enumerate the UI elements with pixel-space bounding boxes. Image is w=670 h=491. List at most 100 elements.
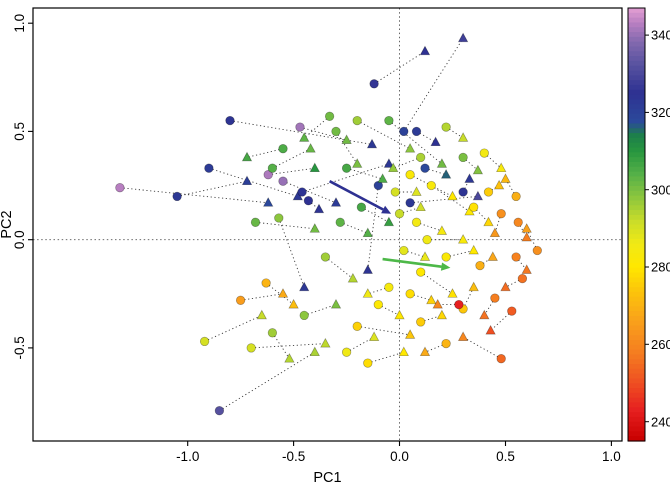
colorbar-band (628, 84, 645, 91)
data-point-circle (225, 115, 235, 126)
colorbar-band (628, 397, 645, 404)
connector-line (272, 332, 290, 359)
colorbar-band (628, 123, 645, 129)
colorbar-band (628, 359, 645, 365)
colorbar-band (628, 65, 645, 72)
colorbar-tick-label: 3200 (651, 105, 670, 120)
y-tick-label: 1.0 (12, 14, 27, 33)
connector-line (301, 163, 390, 193)
colorbar-band (628, 70, 645, 76)
data-point-circle (235, 295, 246, 305)
colorbar-band (628, 32, 645, 38)
data-point-circle (263, 170, 273, 180)
data-point-triangle (487, 251, 498, 261)
connector-line (479, 256, 494, 266)
data-point-triangle (362, 288, 373, 298)
data-point-circle (320, 252, 331, 262)
colorbar-band (628, 219, 645, 226)
data-point-circle (303, 196, 314, 206)
data-point-triangle (485, 324, 496, 335)
data-point-triangle (419, 251, 431, 261)
data-point-circle (532, 245, 542, 256)
connector-line (246, 148, 284, 158)
colorbar-band (628, 176, 645, 182)
colorbar-band (628, 238, 645, 245)
data-point-circle (511, 191, 521, 202)
connector-line (278, 217, 305, 288)
data-point-circle (405, 198, 415, 208)
data-point-triangle (352, 158, 363, 168)
connector-line (445, 250, 474, 258)
colorbar-band (628, 388, 645, 394)
data-point-circle (454, 299, 464, 310)
data-point-triangle (419, 346, 431, 357)
colorbar-band (628, 94, 645, 101)
colorbar-tick-label: 3000 (651, 182, 670, 197)
colorbar-band (628, 243, 645, 250)
connector-line (403, 38, 464, 132)
data-point-circle (369, 79, 379, 89)
data-point-circle (295, 122, 305, 132)
data-point-circle (405, 170, 415, 180)
colorbar-band (628, 142, 645, 149)
colorbar-band (628, 335, 645, 341)
connector-line (340, 221, 368, 234)
colorbar-band (628, 234, 645, 240)
connector-line (416, 221, 443, 232)
data-point-circle (441, 338, 451, 349)
colorbar-band (628, 325, 645, 331)
data-point-circle (483, 187, 494, 197)
data-point-triangle (263, 197, 274, 207)
colorbar-band (628, 22, 645, 28)
colorbar-band (628, 27, 645, 33)
data-point-circle (511, 252, 521, 262)
data-point-circle (172, 191, 182, 202)
colorbar-band (628, 267, 645, 274)
data-point-triangle (309, 346, 320, 357)
data-point-circle (261, 278, 271, 288)
data-point-triangle (277, 288, 289, 298)
data-point-triangle (468, 244, 479, 255)
colorbar-band (628, 229, 645, 235)
data-point-triangle (521, 264, 532, 274)
data-point-triangle (411, 186, 422, 196)
x-tick-label: 0.0 (390, 449, 409, 464)
data-point-circle (352, 321, 362, 331)
data-point-triangle (489, 227, 501, 238)
colorbar-band (628, 431, 645, 437)
data-point-triangle (479, 309, 490, 320)
colorbar-band (628, 354, 645, 360)
data-point-triangle (330, 298, 342, 309)
connector-line (420, 271, 453, 295)
x-tick-label: 0.5 (496, 449, 515, 464)
colorbar-band (628, 378, 645, 384)
colorbar-band (628, 373, 645, 380)
data-point-triangle (362, 227, 373, 238)
data-point-triangle (388, 162, 399, 173)
connector-line (335, 131, 358, 165)
data-point-triangle (436, 158, 448, 168)
colorbar-band (628, 80, 645, 86)
connector-line (490, 310, 513, 331)
data-point-circle (199, 336, 210, 347)
colorbar-band (628, 412, 645, 418)
connector-line (346, 167, 383, 180)
colorbar-band (628, 113, 645, 120)
connector-line (303, 115, 330, 139)
colorbar-band (628, 171, 645, 177)
colorbar-band (628, 262, 645, 269)
data-point-triangle (426, 294, 437, 305)
data-point-triangle (436, 225, 448, 235)
colorbar-tick-label: 2400 (651, 414, 670, 429)
data-point-circle (507, 306, 517, 316)
connector-line (299, 126, 347, 141)
colorbar-band (628, 46, 645, 52)
connector-line (373, 50, 426, 85)
data-point-circle (274, 213, 284, 223)
data-point-triangle (362, 264, 373, 274)
connector-line (388, 120, 443, 165)
data-point-triangle (440, 168, 452, 179)
colorbar-band (628, 248, 645, 254)
data-point-circle (458, 152, 468, 163)
